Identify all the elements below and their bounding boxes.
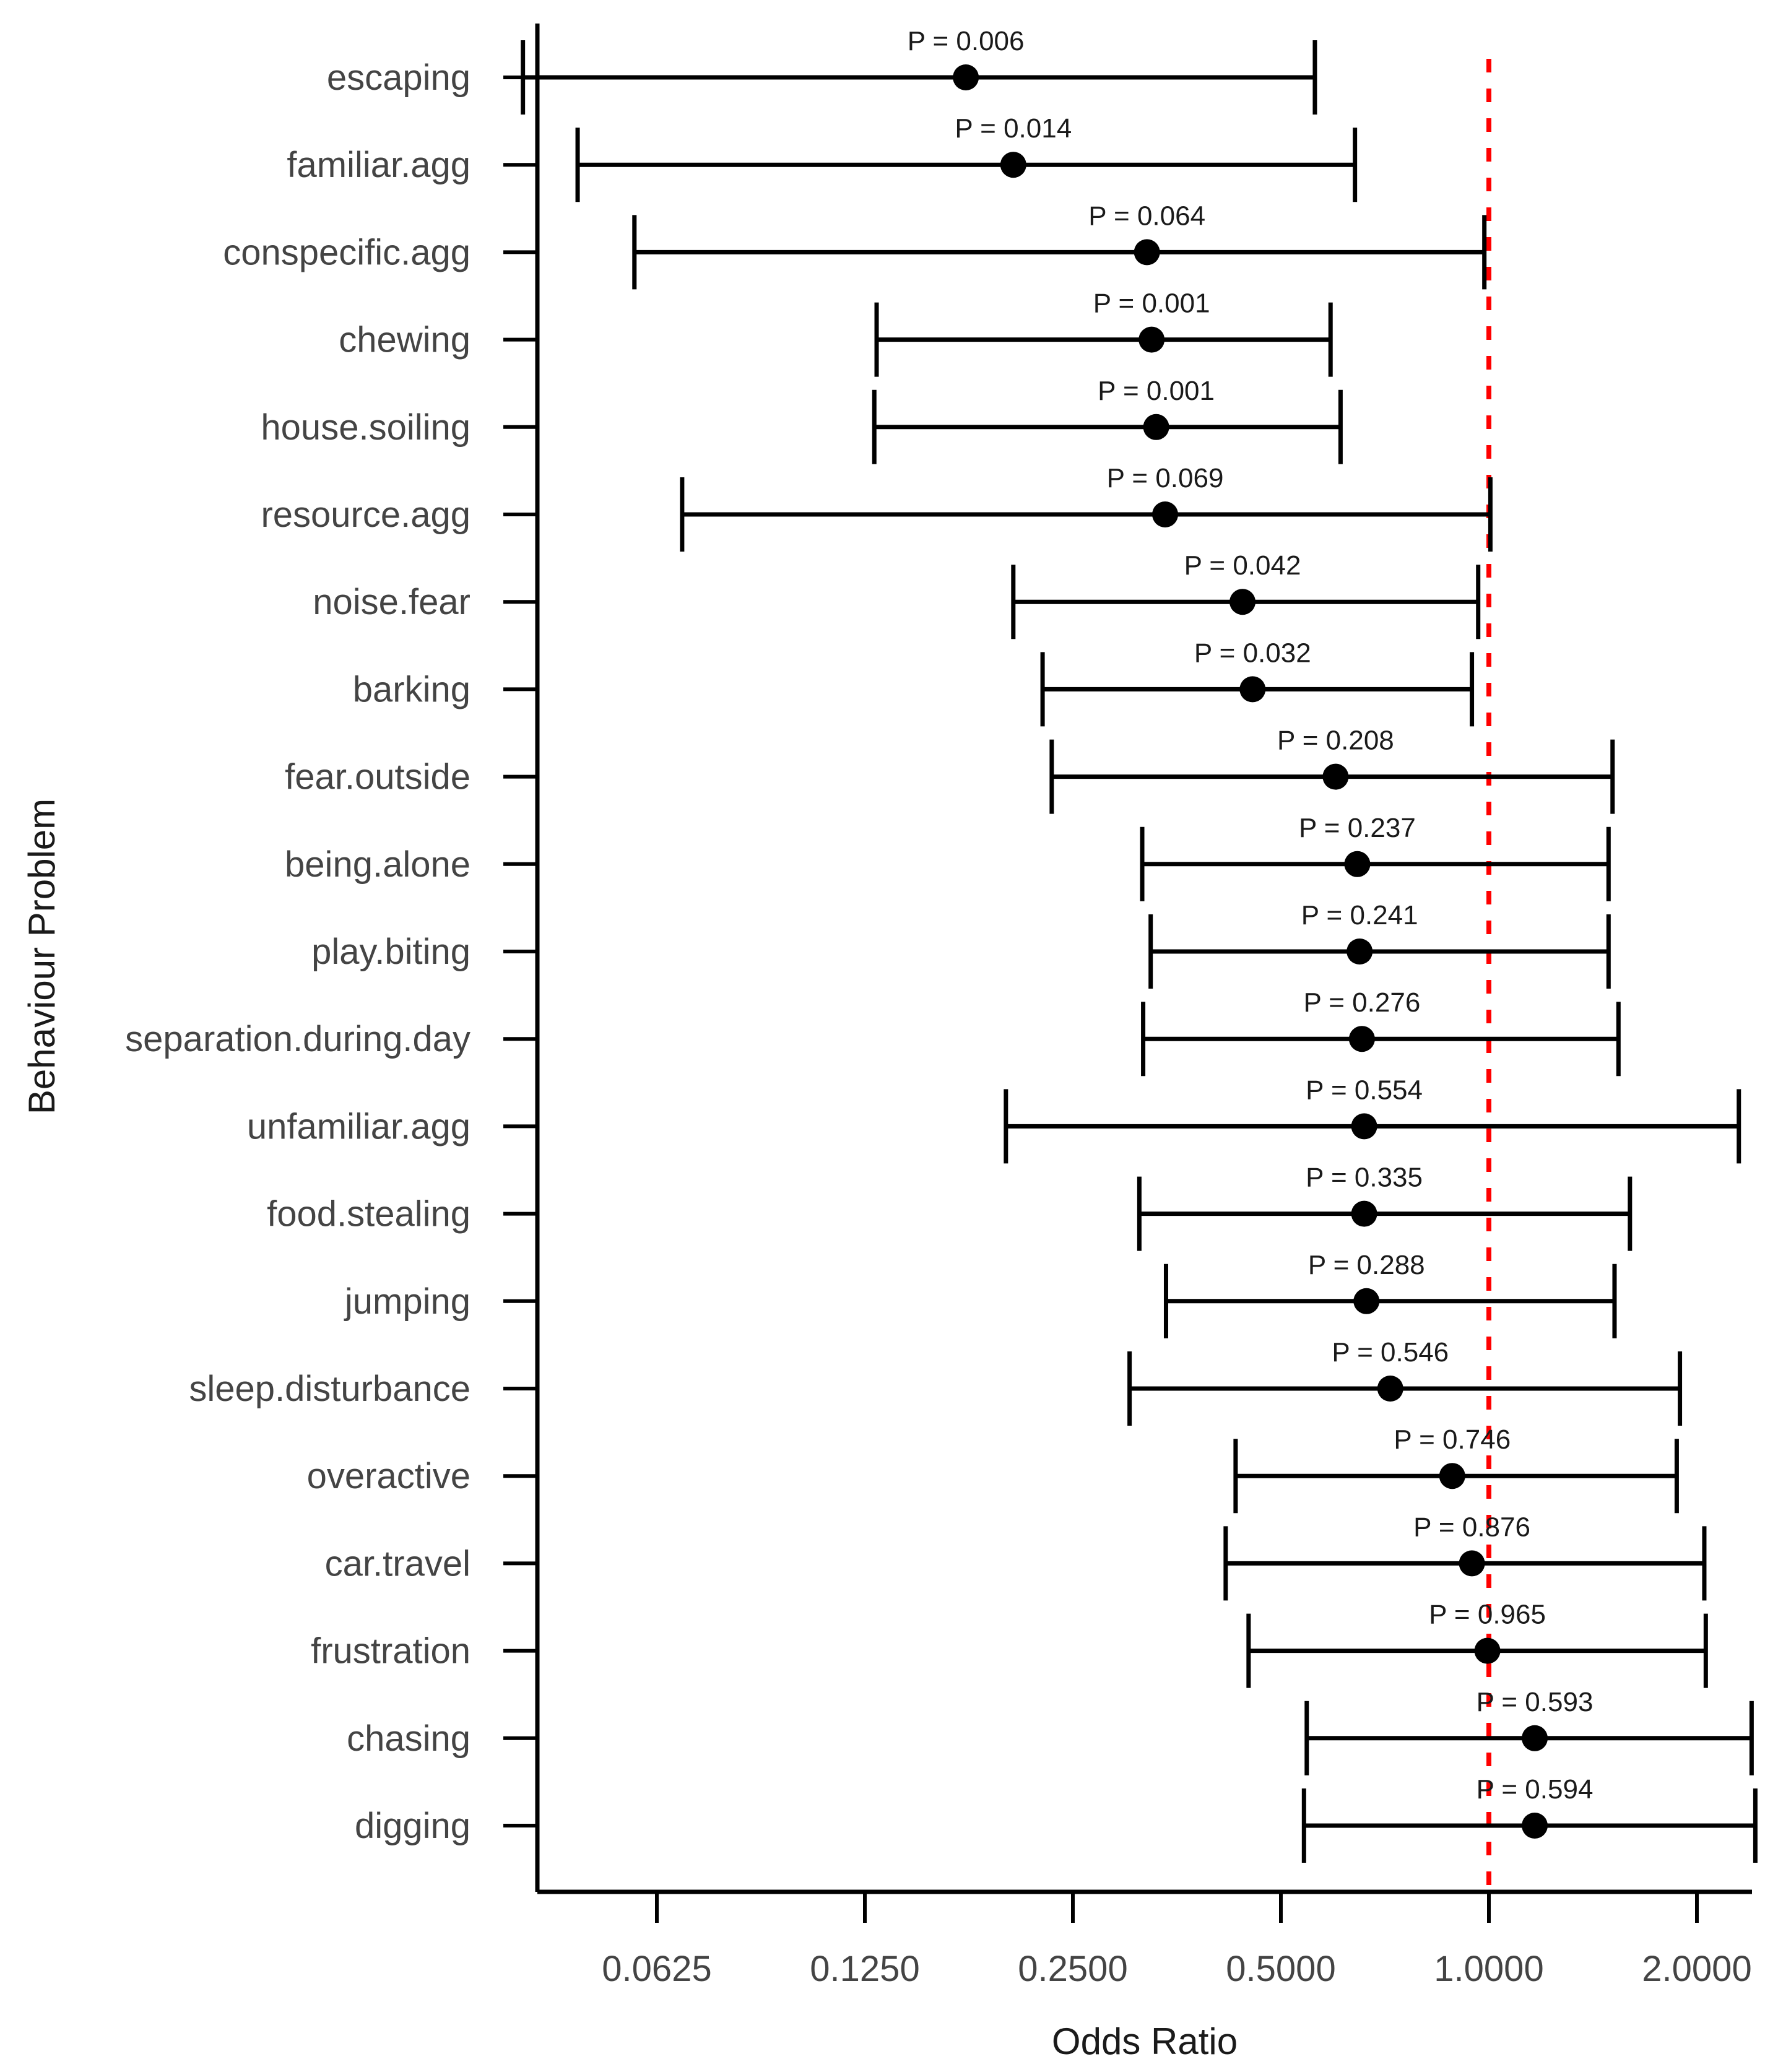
p-value-label: P = 0.965	[1429, 1600, 1546, 1630]
category-label: chewing	[339, 320, 471, 360]
row-play-biting: play.biting P = 0.241	[311, 900, 1611, 989]
category-label: food.stealing	[267, 1194, 471, 1234]
category-label: car.travel	[325, 1543, 471, 1584]
p-value-label: P = 0.001	[1093, 288, 1210, 319]
odds-ratio-point	[1000, 152, 1026, 178]
odds-ratio-point	[1353, 1288, 1380, 1314]
odds-ratio-point	[1439, 1463, 1465, 1489]
odds-ratio-point	[1138, 326, 1165, 353]
odds-ratio-point	[1348, 1026, 1375, 1052]
x-axis-title: Odds Ratio	[1052, 2021, 1238, 2062]
category-label: digging	[355, 1806, 471, 1846]
row-frustration: frustration P = 0.965	[311, 1600, 1708, 1688]
odds-ratio-point	[1347, 938, 1373, 964]
p-value-label: P = 0.069	[1107, 463, 1224, 493]
p-value-label: P = 0.335	[1306, 1163, 1423, 1193]
odds-ratio-point	[1143, 414, 1169, 440]
row-resource-agg: resource.agg P = 0.069	[261, 463, 1493, 552]
category-label: overactive	[307, 1456, 471, 1496]
category-label: play.biting	[311, 932, 471, 972]
p-value-label: P = 0.042	[1184, 550, 1301, 581]
odds-ratio-point	[1474, 1637, 1501, 1664]
p-value-label: P = 0.032	[1194, 638, 1311, 668]
p-value-label: P = 0.001	[1098, 376, 1215, 406]
p-value-label: P = 0.594	[1477, 1774, 1594, 1805]
odds-ratio-point	[1351, 1200, 1377, 1227]
odds-ratio-point	[1239, 676, 1266, 703]
row-house-soiling: house.soiling P = 0.001	[261, 376, 1343, 464]
row-being-alone: being.alone P = 0.237	[285, 813, 1611, 901]
x-tick-label: 0.0625	[602, 1949, 711, 1989]
axes	[535, 24, 1752, 1894]
odds-ratio-point	[1459, 1550, 1485, 1577]
category-label: being.alone	[285, 844, 471, 885]
row-barking: barking P = 0.032	[353, 638, 1475, 727]
row-chewing: chewing P = 0.001	[339, 288, 1333, 377]
p-value-label: P = 0.208	[1277, 726, 1394, 756]
p-value-label: P = 0.276	[1303, 987, 1420, 1018]
row-familiar-agg: familiar.agg P = 0.014	[287, 113, 1358, 202]
category-label: fear.outside	[285, 757, 471, 797]
odds-ratio-point	[1229, 589, 1256, 615]
x-tick-label: 0.1250	[810, 1949, 919, 1989]
row-unfamiliar-agg: unfamiliar.agg P = 0.554	[247, 1075, 1741, 1164]
category-label: sleep.disturbance	[189, 1369, 471, 1409]
p-value-label: P = 0.006	[908, 26, 1025, 56]
category-label: separation.during.day	[125, 1019, 471, 1059]
row-escaping: escaping P = 0.006	[327, 26, 1317, 115]
row-sleep-disturbance: sleep.disturbance P = 0.546	[189, 1337, 1683, 1426]
p-value-label: P = 0.554	[1306, 1075, 1423, 1105]
row-separation-during-day: separation.during.day P = 0.276	[125, 987, 1621, 1077]
odds-ratio-point	[1522, 1813, 1548, 1839]
y-axis-title: Behaviour Problem	[21, 799, 63, 1114]
category-label: escaping	[327, 58, 471, 98]
x-tick-label: 2.0000	[1642, 1949, 1751, 1989]
category-label: familiar.agg	[287, 145, 471, 185]
category-label: chasing	[347, 1719, 471, 1759]
odds-ratio-point	[1351, 1113, 1377, 1140]
category-label: conspecific.agg	[223, 232, 471, 272]
row-conspecific-agg: conspecific.agg P = 0.064	[223, 201, 1487, 290]
odds-ratio-point	[1322, 763, 1349, 790]
p-value-label: P = 0.014	[955, 113, 1072, 144]
category-label: unfamiliar.agg	[247, 1106, 471, 1147]
category-label: noise.fear	[313, 582, 471, 622]
odds-ratio-point	[1522, 1725, 1548, 1751]
row-food-stealing: food.stealing P = 0.335	[267, 1163, 1633, 1251]
row-overactive: overactive P = 0.746	[307, 1424, 1679, 1514]
x-tick-label: 0.5000	[1226, 1949, 1335, 1989]
p-value-label: P = 0.746	[1394, 1424, 1511, 1455]
p-value-label: P = 0.546	[1332, 1337, 1449, 1368]
category-label: barking	[353, 669, 471, 709]
odds-ratio-point	[1344, 851, 1371, 877]
category-label: resource.agg	[261, 495, 471, 535]
p-value-label: P = 0.064	[1088, 201, 1205, 231]
row-car-travel: car.travel P = 0.876	[325, 1512, 1707, 1601]
category-label: frustration	[311, 1631, 471, 1671]
rows: escaping P = 0.006 familiar.agg P = 0.014 co…	[125, 26, 1758, 1863]
row-noise-fear: noise.fear P = 0.042	[313, 550, 1481, 639]
row-digging: digging P = 0.594	[355, 1774, 1758, 1863]
x-tick-label: 0.2500	[1018, 1949, 1127, 1989]
category-label: house.soiling	[261, 407, 471, 448]
odds-ratio-point	[1152, 501, 1179, 527]
x-ticks: 0.0625 0.1250 0.2500 0.5000 1.0000 2.0000	[602, 1892, 1752, 1989]
x-tick-label: 1.0000	[1434, 1949, 1543, 1989]
row-fear-outside: fear.outside P = 0.208	[285, 726, 1615, 814]
odds-ratio-point	[953, 64, 979, 90]
p-value-label: P = 0.241	[1301, 900, 1418, 930]
odds-ratio-point	[1134, 239, 1160, 266]
odds-ratio-point	[1377, 1376, 1403, 1402]
p-value-label: P = 0.876	[1413, 1512, 1530, 1542]
row-chasing: chasing P = 0.593	[347, 1687, 1754, 1775]
p-value-label: P = 0.593	[1477, 1687, 1594, 1717]
row-jumping: jumping P = 0.288	[344, 1250, 1617, 1338]
category-label: jumping	[344, 1281, 471, 1322]
p-value-label: P = 0.288	[1308, 1250, 1425, 1280]
p-value-label: P = 0.237	[1299, 813, 1416, 843]
